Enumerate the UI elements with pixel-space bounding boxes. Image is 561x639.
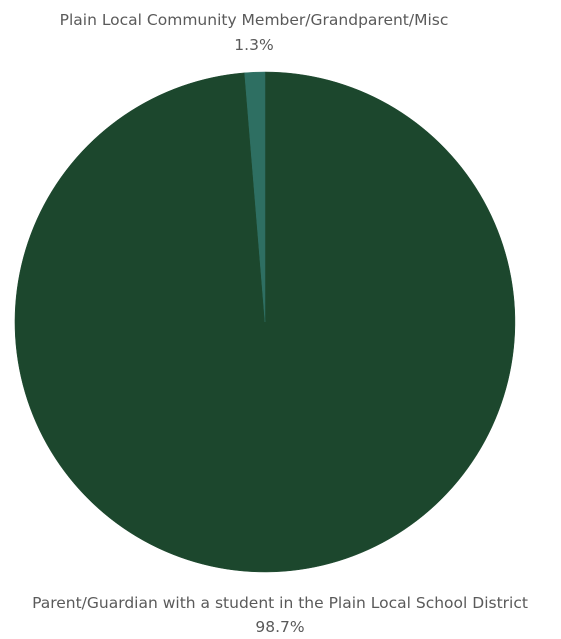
slice-value-parent-guardian: 98.7%: [255, 618, 304, 636]
pie-slice-1: [244, 71, 266, 323]
slice-value-community-member: 1.3%: [234, 36, 273, 54]
slice-label-parent-guardian: Parent/Guardian with a student in the Pl…: [32, 594, 528, 612]
slice-label-community-member: Plain Local Community Member/Grandparent…: [60, 11, 449, 29]
pie-slices: [14, 71, 516, 573]
